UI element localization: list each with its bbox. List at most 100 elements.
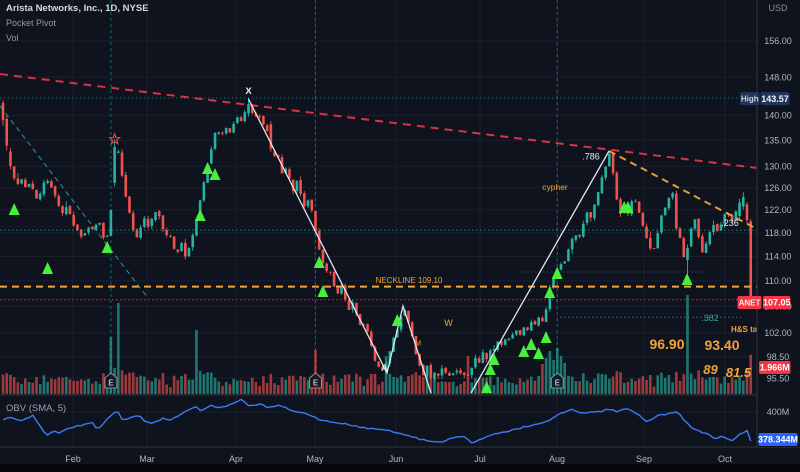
volume-bar: [637, 378, 641, 394]
volume-bar: [336, 381, 340, 394]
volume-bar: [61, 377, 64, 394]
time-axis[interactable]: Feb Mar Apr May Jun Jul Aug Sep Oct: [0, 448, 800, 472]
fib-382-label[interactable]: .382: [701, 313, 719, 323]
teal-trendline[interactable]: [0, 105, 149, 299]
orange-trendline[interactable]: [608, 150, 758, 230]
obv-legend[interactable]: OBV (SMA, 5): [6, 403, 67, 414]
pocket-pivot-triangle-icon: [317, 285, 329, 297]
legend-indicator-pocket-pivot[interactable]: Pocket Pivot: [6, 18, 57, 28]
candle-body: [50, 181, 53, 188]
candle-body: [663, 207, 667, 216]
candle-body: [522, 327, 526, 336]
candle-body: [131, 213, 135, 231]
m-pattern-label[interactable]: M: [415, 339, 421, 348]
w-pattern-label[interactable]: W: [444, 318, 453, 328]
candle-body: [53, 186, 57, 196]
volume-bar: [604, 374, 607, 394]
target-815[interactable]: 81.5: [726, 365, 752, 380]
hs-target-label[interactable]: H&S target: [731, 325, 773, 334]
earnings-icon[interactable]: [550, 372, 564, 389]
candle-body: [183, 242, 187, 257]
volume-bar: [518, 378, 522, 394]
volume-bar: [675, 371, 678, 394]
target-9340[interactable]: 93.40: [704, 337, 739, 353]
target-89[interactable]: 89: [703, 362, 718, 377]
drawing-labels[interactable]: NECKLINE 109.10 X A .786 cypher W M 96.90 93.40 8…: [245, 86, 772, 380]
star-icon[interactable]: [107, 132, 122, 146]
level-lines[interactable]: .236 .382: [0, 97, 757, 323]
star-marker[interactable]: [107, 132, 122, 146]
candle-body: [24, 179, 27, 187]
volume-bar: [555, 348, 559, 394]
pocket-pivot-triangle-icon: [681, 273, 693, 285]
volume-bar: [455, 386, 459, 394]
target-9690[interactable]: 96.90: [649, 336, 684, 352]
earnings-markers-part: E: [555, 379, 561, 388]
volume-bar: [619, 372, 622, 394]
legend-indicator-vol[interactable]: Vol: [6, 32, 19, 43]
volume-bar: [105, 384, 109, 394]
candle-body: [369, 331, 373, 346]
cypher-label[interactable]: cypher: [542, 182, 568, 192]
candle-body: [459, 370, 462, 374]
candle-body: [425, 365, 429, 377]
volume-bar: [83, 380, 87, 394]
earnings-icon[interactable]: [104, 372, 118, 389]
volume-bar: [697, 370, 700, 394]
pattern-lines[interactable]: [247, 98, 610, 394]
volume-bar: [236, 380, 239, 394]
candle-body: [656, 233, 660, 249]
volume-bar: [645, 379, 648, 394]
candle-body: [451, 373, 455, 376]
obv-line[interactable]: [2, 398, 752, 444]
volume-bar: [537, 376, 540, 394]
candle-body: [559, 264, 563, 270]
volume-bar: [12, 377, 16, 394]
volume-bar: [593, 379, 596, 394]
volume-bar: [652, 386, 656, 394]
volume-badge-text: 1.966M: [760, 363, 790, 373]
candle-body: [500, 341, 503, 345]
fib-236-label[interactable]: .236: [721, 218, 739, 228]
trendlines[interactable]: [0, 73, 758, 299]
x-point-label[interactable]: X: [245, 86, 252, 97]
volume-bar: [660, 372, 663, 394]
symbol-title[interactable]: Arista Networks, Inc., 1D, NYSE: [6, 3, 149, 14]
volume-bar: [247, 381, 250, 394]
candle-body: [515, 330, 518, 335]
volume-bar: [109, 337, 113, 394]
volume-bar: [589, 382, 593, 394]
volume-bar: [254, 382, 258, 394]
volume-bar: [526, 379, 529, 394]
volume-bar: [31, 382, 35, 394]
candle-body: [533, 321, 537, 325]
volume-bar: [340, 379, 343, 394]
volume-bar: [79, 379, 83, 394]
candle-body: [470, 367, 474, 376]
volume-badge-bg: [759, 361, 791, 374]
candle-body: [232, 123, 235, 133]
symbol-legend[interactable]: Arista Networks, Inc., 1D, NYSE Pocket P…: [6, 4, 149, 43]
volume-bar: [570, 376, 574, 394]
candle-body: [444, 367, 447, 373]
high-badge-value-text: 143.57: [761, 94, 789, 104]
xa-zigzag-line[interactable]: [247, 98, 432, 394]
volume-bar: [157, 379, 161, 394]
price-axis-label: 98.50: [767, 352, 790, 362]
volume-bar: [366, 379, 369, 394]
volume-bar: [388, 373, 392, 394]
neckline-label[interactable]: NECKLINE 109.10: [376, 276, 443, 285]
a-point-label[interactable]: A: [381, 363, 387, 373]
fib-786-label[interactable]: .786: [582, 152, 600, 162]
cypher-leg-line[interactable]: [470, 150, 610, 394]
pane-separators[interactable]: [0, 394, 800, 448]
red-trendline[interactable]: [0, 73, 758, 169]
candle-body: [340, 285, 343, 294]
price-axis[interactable]: USD 156.00 148.00 140.00 135.00 130.00 126.00 1…: [756, 0, 800, 472]
volume-bar: [567, 375, 570, 394]
candle-body: [258, 115, 261, 117]
earnings-icon[interactable]: [308, 372, 323, 389]
obv-pane[interactable]: [2, 398, 752, 444]
